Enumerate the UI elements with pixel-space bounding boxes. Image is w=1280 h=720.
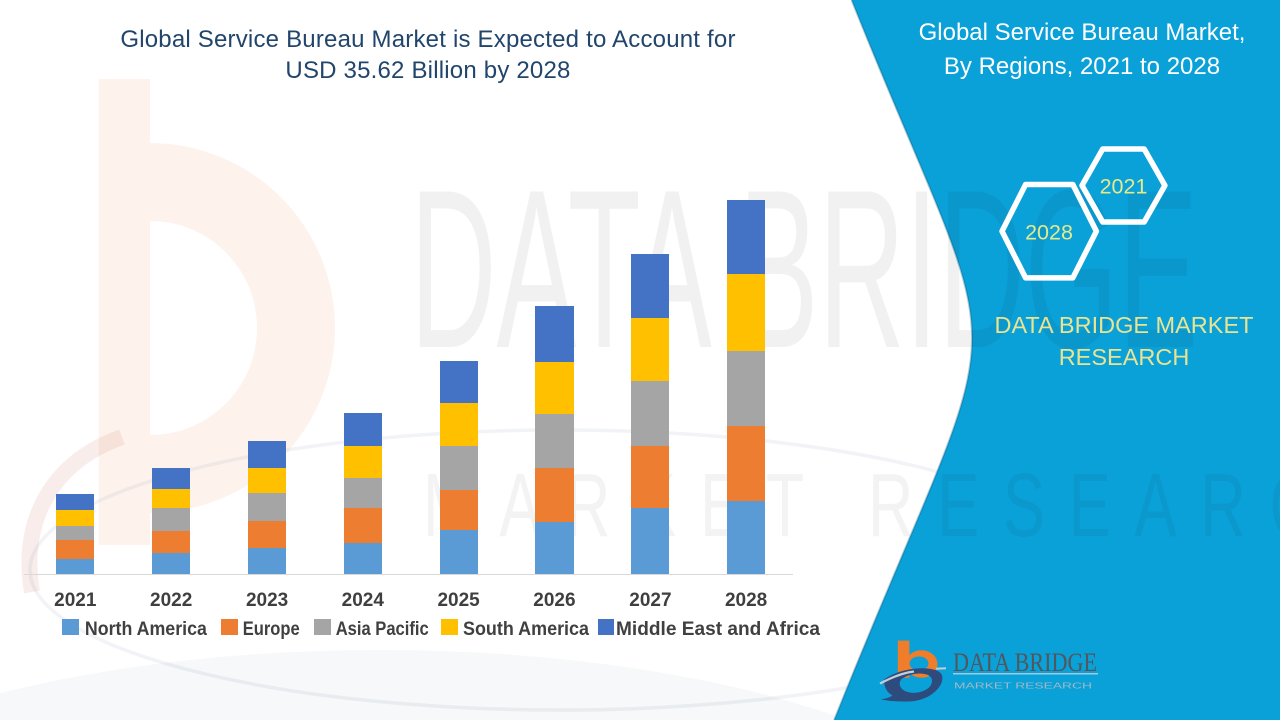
svg-text:DATA BRIDGE MARKET: DATA BRIDGE MARKET — [995, 312, 1254, 338]
svg-text:MARKET RESEARCH: MARKET RESEARCH — [954, 681, 1092, 691]
svg-text:North America: North America — [85, 618, 207, 640]
svg-text:2028: 2028 — [1025, 221, 1073, 245]
svg-text:Middle East and Africa: Middle East and Africa — [616, 618, 820, 640]
svg-text:RESEARCH: RESEARCH — [1059, 344, 1190, 370]
svg-text:Europe: Europe — [243, 618, 300, 640]
svg-text:South America: South America — [463, 618, 589, 640]
svg-text:Asia Pacific: Asia Pacific — [336, 618, 429, 640]
svg-text:2021: 2021 — [1100, 175, 1148, 199]
svg-text:DATA BRIDGE: DATA BRIDGE — [953, 648, 1097, 677]
